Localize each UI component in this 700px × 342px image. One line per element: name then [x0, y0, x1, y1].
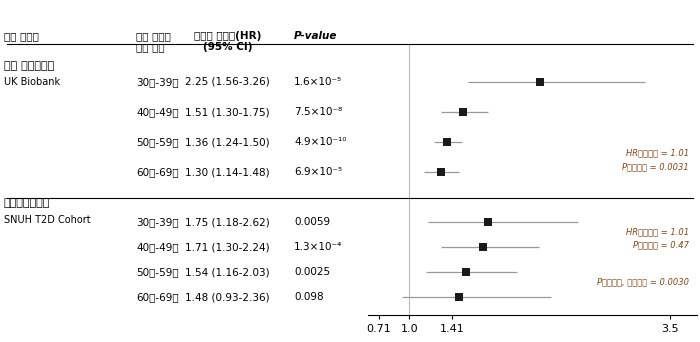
Text: 6.9×10⁻⁵: 6.9×10⁻⁵ — [294, 167, 342, 177]
Text: 성인 당뇨병
진단 연령: 성인 당뇨병 진단 연령 — [136, 31, 172, 52]
Text: 1.48 (0.93-2.36): 1.48 (0.93-2.36) — [186, 292, 270, 302]
Text: 0.098: 0.098 — [294, 292, 323, 302]
Text: 30세-39세: 30세-39세 — [136, 77, 179, 87]
Text: 연구 코호트: 연구 코호트 — [4, 31, 38, 41]
Text: 30세-39세: 30세-39세 — [136, 217, 179, 227]
Text: P상호작용 = 0.47: P상호작용 = 0.47 — [633, 240, 689, 249]
Text: UK Biobank: UK Biobank — [4, 77, 60, 87]
Text: 0.0025: 0.0025 — [294, 267, 330, 277]
Text: 영국 바이오뱅크: 영국 바이오뱅크 — [4, 61, 54, 71]
Text: 서울대학교병원: 서울대학교병원 — [4, 198, 50, 208]
Text: P상호작용 = 0.0031: P상호작용 = 0.0031 — [622, 162, 689, 172]
Text: 1.51 (1.30-1.75): 1.51 (1.30-1.75) — [186, 107, 270, 117]
Text: 1.6×10⁻⁵: 1.6×10⁻⁵ — [294, 77, 342, 87]
Text: 1.36 (1.24-1.50): 1.36 (1.24-1.50) — [186, 137, 270, 147]
Text: 1.30 (1.14-1.48): 1.30 (1.14-1.48) — [186, 167, 270, 177]
Text: 2.25 (1.56-3.26): 2.25 (1.56-3.26) — [185, 77, 270, 87]
Text: 4.9×10⁻¹⁰: 4.9×10⁻¹⁰ — [294, 137, 346, 147]
Text: 50세-59세: 50세-59세 — [136, 137, 179, 147]
Text: 40세-49세: 40세-49세 — [136, 242, 179, 252]
Text: 50세-59세: 50세-59세 — [136, 267, 179, 277]
Text: 60세-69세: 60세-69세 — [136, 167, 179, 177]
Text: 1.75 (1.18-2.62): 1.75 (1.18-2.62) — [185, 217, 270, 227]
Text: 1.71 (1.30-2.24): 1.71 (1.30-2.24) — [186, 242, 270, 252]
Text: HR상호작용 = 1.01: HR상호작용 = 1.01 — [626, 227, 689, 237]
Text: SNUH T2D Cohort: SNUH T2D Cohort — [4, 215, 90, 225]
Text: 40세-49세: 40세-49세 — [136, 107, 179, 117]
Text: 상대적 위험도(HR)
(95% CI): 상대적 위험도(HR) (95% CI) — [194, 31, 261, 52]
Text: 1.54 (1.16-2.03): 1.54 (1.16-2.03) — [186, 267, 270, 277]
Text: HR상호작용 = 1.01: HR상호작용 = 1.01 — [626, 149, 689, 158]
Text: 1.3×10⁻⁴: 1.3×10⁻⁴ — [294, 242, 342, 252]
Text: 7.5×10⁻⁸: 7.5×10⁻⁸ — [294, 107, 342, 117]
Text: 0.0059: 0.0059 — [294, 217, 330, 227]
Text: P상호작용, 메타분석 = 0.0030: P상호작용, 메타분석 = 0.0030 — [596, 278, 689, 287]
Text: P-value: P-value — [294, 31, 337, 41]
Text: 60세-69세: 60세-69세 — [136, 292, 179, 302]
